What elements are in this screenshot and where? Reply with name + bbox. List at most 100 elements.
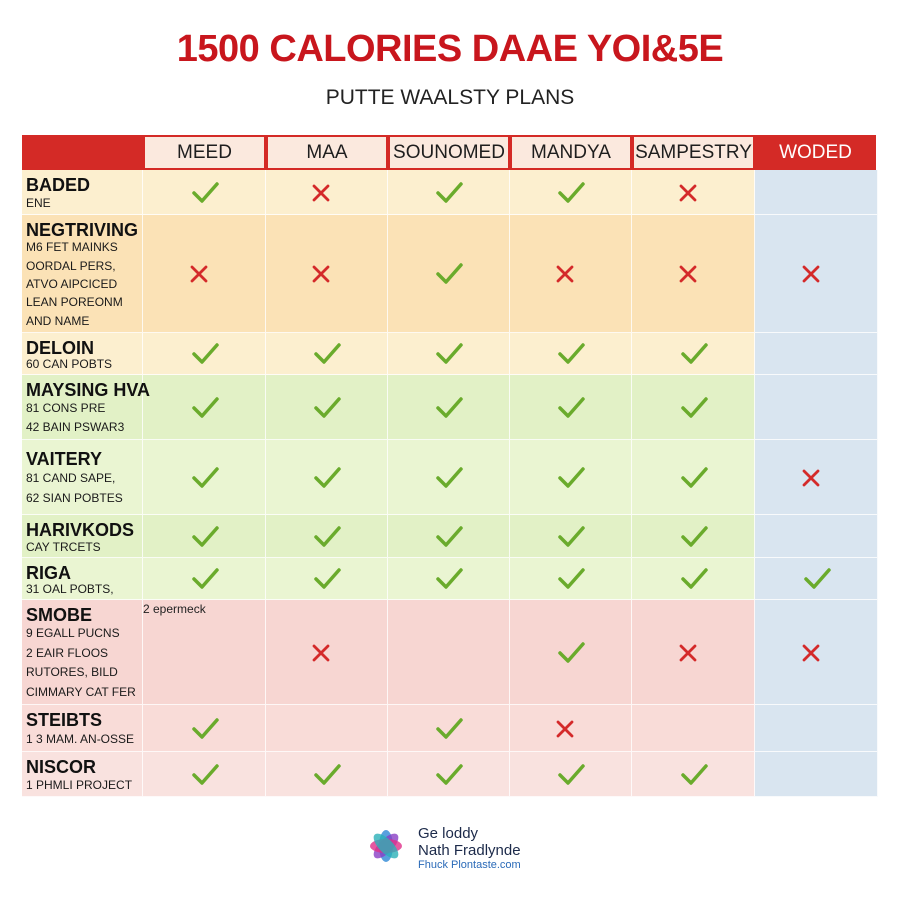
subtitle: PUTTE WAALSTY PLANS bbox=[325, 86, 575, 109]
row-label-cell bbox=[22, 170, 143, 215]
table-cell bbox=[632, 515, 755, 558]
column-header: SOUNOMED bbox=[388, 135, 510, 170]
cross-mark bbox=[556, 265, 574, 283]
check-mark bbox=[436, 181, 463, 203]
row-detail: ENE bbox=[26, 195, 51, 210]
check-mark bbox=[558, 396, 585, 418]
table-cell bbox=[755, 170, 878, 215]
row-detail: CAY TRCETS bbox=[26, 539, 101, 554]
row-title: NISCOR bbox=[26, 757, 97, 777]
row-detail: 31 OAL POBTS, bbox=[26, 582, 114, 596]
check-mark bbox=[436, 263, 463, 284]
table-cell bbox=[510, 558, 632, 600]
check-mark bbox=[558, 525, 585, 547]
row-label-cell bbox=[22, 333, 143, 375]
table-cell bbox=[510, 752, 632, 797]
table-cell bbox=[755, 375, 878, 440]
cross-mark bbox=[312, 644, 330, 661]
table-cell bbox=[755, 333, 878, 375]
table-cell bbox=[266, 170, 388, 215]
column-header: SAMPESTRY bbox=[632, 135, 755, 170]
check-mark bbox=[191, 525, 219, 547]
column-header: MAA bbox=[266, 135, 388, 170]
table-cell bbox=[266, 705, 388, 752]
table-cell bbox=[388, 705, 510, 752]
row-label-cell bbox=[22, 558, 143, 600]
row-title: NEGTRIVING bbox=[26, 220, 139, 240]
cross-mark bbox=[802, 644, 819, 661]
table-cell bbox=[632, 440, 755, 515]
table-cell bbox=[632, 375, 755, 440]
row-label-cell bbox=[22, 600, 143, 705]
column-header: MEED bbox=[143, 135, 266, 170]
check-mark bbox=[436, 568, 463, 589]
table-cell bbox=[388, 215, 510, 333]
cross-mark bbox=[556, 720, 574, 737]
row-title: DELOIN bbox=[26, 338, 95, 358]
cross-mark bbox=[679, 265, 696, 283]
table-cell bbox=[143, 333, 266, 375]
row-title: SMOBE bbox=[26, 605, 93, 625]
cross-mark bbox=[679, 644, 696, 661]
check-mark bbox=[680, 396, 708, 418]
table-cell bbox=[632, 752, 755, 797]
table-cell bbox=[632, 558, 755, 600]
check-mark bbox=[436, 525, 463, 547]
table-cell bbox=[755, 215, 878, 333]
row-title: STEIBTS bbox=[26, 710, 103, 730]
check-mark bbox=[680, 568, 708, 589]
cross-mark bbox=[802, 469, 819, 486]
table-cell bbox=[266, 558, 388, 600]
footer-text: Ge loddy Nath Fradlynde Fhuck Plontaste.co… bbox=[418, 825, 521, 871]
check-mark bbox=[558, 641, 585, 663]
check-mark bbox=[436, 343, 463, 364]
table-cell bbox=[388, 600, 510, 705]
cross-mark bbox=[312, 265, 330, 283]
check-mark bbox=[803, 568, 831, 589]
check-mark bbox=[680, 763, 708, 785]
row-label-cell bbox=[22, 440, 143, 515]
table-cell bbox=[388, 558, 510, 600]
logo-icon bbox=[370, 830, 402, 862]
table-cell bbox=[632, 170, 755, 215]
row-detail: 60 CAN POBTS bbox=[26, 357, 113, 371]
row-label-cell bbox=[22, 705, 143, 752]
row-label-cell bbox=[22, 752, 143, 797]
table-cell bbox=[510, 600, 632, 705]
row-title: RIGA bbox=[26, 563, 71, 583]
check-mark bbox=[191, 717, 219, 739]
cross-mark bbox=[802, 265, 819, 283]
check-mark bbox=[191, 568, 219, 589]
row-label-cell bbox=[22, 215, 143, 333]
cross-mark bbox=[190, 265, 207, 283]
row-detail: ATVO AIPCICED bbox=[26, 277, 118, 291]
table-cell bbox=[755, 558, 878, 600]
table-cell bbox=[266, 375, 388, 440]
table-cell bbox=[510, 515, 632, 558]
check-mark bbox=[436, 466, 463, 488]
table-cell bbox=[510, 375, 632, 440]
table-cell bbox=[388, 170, 510, 215]
check-mark bbox=[436, 396, 463, 418]
table-cell bbox=[266, 215, 388, 333]
row-detail: AND NAME bbox=[26, 313, 90, 328]
table-cell bbox=[143, 752, 266, 797]
row-detail: 42 BAIN PSWAR3 bbox=[26, 420, 125, 434]
check-mark bbox=[680, 525, 708, 547]
column-header: WODED bbox=[755, 135, 878, 170]
check-mark bbox=[680, 466, 708, 488]
table-cell bbox=[266, 440, 388, 515]
table-cell bbox=[266, 515, 388, 558]
table-cell bbox=[755, 752, 878, 797]
table-cell bbox=[510, 215, 632, 333]
table-cell bbox=[510, 170, 632, 215]
check-mark bbox=[191, 466, 219, 488]
check-mark bbox=[436, 763, 463, 785]
table-cell bbox=[510, 333, 632, 375]
table-cell bbox=[388, 440, 510, 515]
check-mark bbox=[314, 396, 341, 418]
table-cell bbox=[388, 375, 510, 440]
check-mark bbox=[558, 343, 585, 364]
row-detail: OORDAL PERS, bbox=[26, 258, 116, 273]
